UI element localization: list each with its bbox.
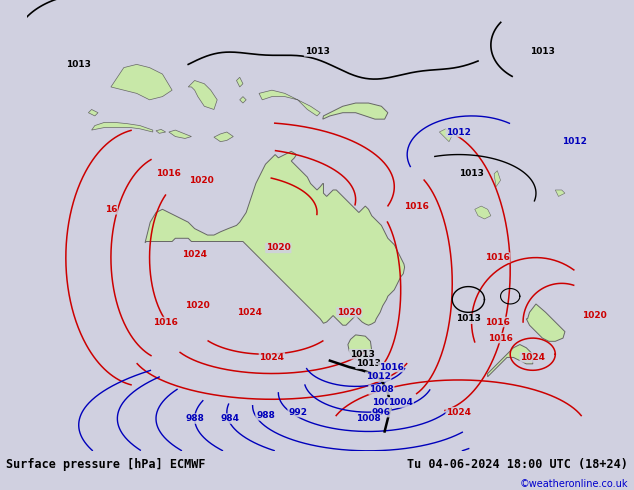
- Text: 1000: 1000: [372, 398, 397, 407]
- Text: Tu 04-06-2024 18:00 UTC (18+24): Tu 04-06-2024 18:00 UTC (18+24): [407, 458, 628, 471]
- Text: 1013: 1013: [456, 314, 481, 323]
- Polygon shape: [156, 129, 165, 133]
- Polygon shape: [439, 129, 452, 142]
- Polygon shape: [169, 130, 191, 139]
- Polygon shape: [236, 77, 243, 87]
- Text: ©weatheronline.co.uk: ©weatheronline.co.uk: [519, 479, 628, 489]
- Text: 1020: 1020: [186, 301, 210, 310]
- Text: 16: 16: [105, 205, 117, 214]
- Text: 1004: 1004: [388, 398, 413, 407]
- Text: 1013: 1013: [356, 359, 381, 368]
- Text: 1012: 1012: [562, 137, 587, 146]
- Text: 1016: 1016: [153, 318, 178, 326]
- Text: 1008: 1008: [369, 385, 394, 394]
- Text: 1016: 1016: [378, 363, 403, 371]
- Polygon shape: [188, 80, 217, 109]
- Polygon shape: [145, 151, 404, 325]
- Text: 1016: 1016: [404, 201, 429, 211]
- Text: 1024: 1024: [182, 250, 207, 259]
- Polygon shape: [348, 335, 372, 361]
- Polygon shape: [259, 90, 320, 116]
- Text: 1024: 1024: [259, 353, 285, 362]
- Polygon shape: [111, 64, 172, 100]
- Polygon shape: [88, 109, 98, 116]
- Polygon shape: [240, 97, 246, 103]
- Text: 1020: 1020: [189, 176, 214, 185]
- Text: 1016: 1016: [485, 253, 510, 262]
- Text: 1024: 1024: [446, 408, 471, 416]
- Text: 988: 988: [256, 411, 275, 420]
- Polygon shape: [475, 206, 491, 219]
- Text: 1013: 1013: [67, 60, 91, 69]
- Text: 1016: 1016: [157, 170, 181, 178]
- Polygon shape: [214, 132, 233, 142]
- Text: 1013: 1013: [530, 47, 555, 56]
- Text: 1016: 1016: [485, 318, 510, 326]
- Polygon shape: [555, 190, 565, 196]
- Text: 1020: 1020: [337, 308, 361, 317]
- Text: 1013: 1013: [459, 170, 484, 178]
- Text: 1016: 1016: [488, 334, 513, 343]
- Polygon shape: [91, 122, 153, 132]
- Text: 1012: 1012: [366, 372, 391, 381]
- Polygon shape: [323, 103, 388, 119]
- Polygon shape: [494, 171, 500, 187]
- Text: 1020: 1020: [581, 311, 606, 320]
- Text: 996: 996: [372, 408, 391, 416]
- Text: 1008: 1008: [356, 414, 381, 423]
- Polygon shape: [526, 304, 565, 342]
- Text: 1024: 1024: [237, 308, 262, 317]
- Text: 1013: 1013: [349, 350, 375, 359]
- Text: 1024: 1024: [521, 353, 545, 362]
- Text: Surface pressure [hPa] ECMWF: Surface pressure [hPa] ECMWF: [6, 458, 206, 471]
- Text: 1013: 1013: [304, 47, 330, 56]
- Polygon shape: [488, 344, 533, 377]
- Text: 984: 984: [221, 414, 240, 423]
- Text: 988: 988: [185, 414, 204, 423]
- Text: 992: 992: [288, 408, 307, 416]
- Text: 1012: 1012: [446, 127, 471, 137]
- Text: 1020: 1020: [266, 244, 291, 252]
